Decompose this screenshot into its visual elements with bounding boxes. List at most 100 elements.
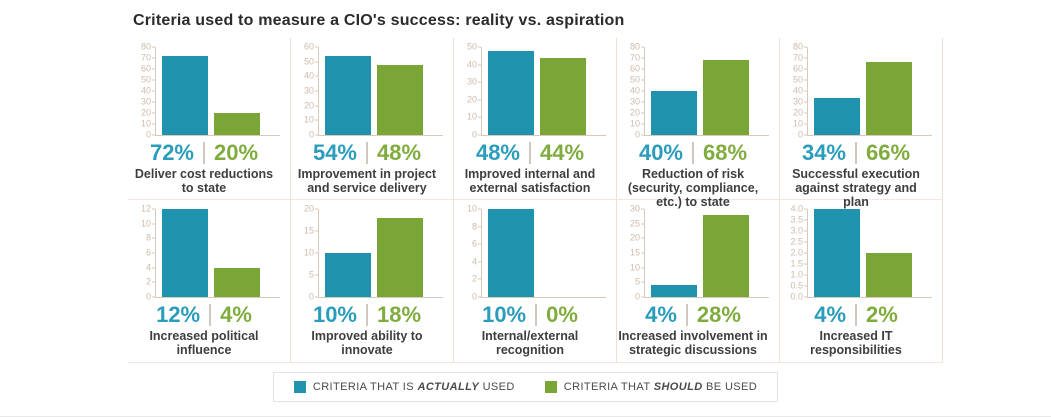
y-tick-label: 4.0 <box>790 204 807 214</box>
y-tick-label: 2.5 <box>790 237 807 247</box>
legend-label-actual-emphasis: ACTUALLY <box>417 381 480 393</box>
panel-caption: Increased IT responsibilities <box>810 329 902 357</box>
y-tick-label: 2.0 <box>790 248 807 258</box>
y-tick-label: 30 <box>304 86 318 96</box>
plot: 0 10 20 30 40 50 <box>454 42 606 139</box>
y-tick-label: 20 <box>304 101 318 110</box>
actual-value-label: 40% <box>638 139 683 165</box>
y-tick-label: 15 <box>630 248 644 258</box>
y-tick-label: 10 <box>141 119 155 129</box>
y-tick-label: 0 <box>146 292 155 302</box>
y-tick-label: 25 <box>630 219 644 228</box>
y-tick-label: 10 <box>304 115 318 125</box>
legend-label-actual: CRITERIA THAT IS ACTUALLY USED <box>313 381 515 393</box>
actual-bar <box>814 97 860 135</box>
y-tick-label: 30 <box>630 97 644 107</box>
y-tick-label: 10 <box>630 263 644 272</box>
y-tick-label: 20 <box>630 233 644 243</box>
y-tick-label: 2 <box>146 277 155 287</box>
should-bar <box>866 253 912 297</box>
actual-bar <box>488 209 534 297</box>
y-tick-label: 60 <box>141 64 155 74</box>
actual-bar <box>488 50 534 135</box>
y-axis-ticks: 0.0 0.5 1.0 1.5 2.0 2.5 3.0 3.5 4.0 <box>780 204 807 301</box>
y-tick-label: 0 <box>798 130 807 140</box>
y-tick-label: 0 <box>472 130 481 140</box>
value-separator <box>855 141 857 164</box>
value-labels: 48% 44% <box>454 140 606 165</box>
legend-label-should-emphasis: SHOULD <box>653 381 703 393</box>
should-value-label: 68% <box>703 139 748 165</box>
y-tick-label: 50 <box>793 75 807 85</box>
plot: 0 5 10 15 20 <box>291 204 443 301</box>
y-tick-label: 6 <box>146 248 155 258</box>
value-separator <box>692 141 694 164</box>
y-tick-label: 0 <box>472 292 481 302</box>
chart-panel: 0 5 10 15 20 25 30 4% 28% Increased involvemen… <box>617 200 780 362</box>
value-labels: 4% 28% <box>617 302 769 327</box>
should-value-label: 28% <box>696 301 741 327</box>
should-value-label: 4% <box>220 301 252 327</box>
actual-bar <box>162 209 208 297</box>
plot-area <box>481 47 606 136</box>
y-axis-ticks: 0 10 20 30 40 50 60 70 80 <box>128 42 155 139</box>
y-tick-label: 1.0 <box>790 270 807 280</box>
y-tick-label: 0 <box>309 292 318 302</box>
y-tick-label: 20 <box>304 204 318 214</box>
plot: 0 2 4 6 8 10 12 <box>128 204 280 301</box>
y-tick-label: 60 <box>304 42 318 52</box>
should-bar <box>214 267 260 297</box>
y-tick-label: 1.5 <box>790 259 807 269</box>
actual-value-label: 4% <box>814 301 846 327</box>
y-tick-label: 70 <box>793 53 807 63</box>
chart-panel: 0 2 4 6 8 10 10% 0% Internal/external recogni… <box>454 200 617 362</box>
value-separator <box>209 303 212 326</box>
y-tick-label: 15 <box>304 226 318 236</box>
y-tick-label: 50 <box>467 42 481 52</box>
actual-value-label: 4% <box>645 301 677 327</box>
chart-panel: 0 10 20 30 40 50 60 70 80 40% 68% Reduction of r… <box>617 38 780 208</box>
legend-item-actual: CRITERIA THAT IS ACTUALLY USED <box>293 381 515 393</box>
y-tick-label: 5 <box>309 270 318 280</box>
plot-area <box>644 209 769 298</box>
plot: 0 2 4 6 8 10 <box>454 204 606 301</box>
panel-caption: Deliver cost reductions to state <box>134 167 274 195</box>
y-tick-label: 30 <box>793 97 807 107</box>
value-separator <box>685 303 688 326</box>
panel-caption: Increased involvement in strategic discu… <box>618 329 768 357</box>
y-tick-label: 50 <box>630 75 644 85</box>
value-separator <box>366 141 368 164</box>
panel-caption: Improvement in project and service deliv… <box>297 167 437 195</box>
legend-swatch-should-icon <box>544 381 557 393</box>
should-value-label: 18% <box>377 301 422 327</box>
panel-caption: Successful execution against strategy an… <box>792 167 920 209</box>
plot-area <box>318 209 443 298</box>
actual-value-label: 10% <box>312 301 357 327</box>
y-axis-ticks: 0 10 20 30 40 50 60 70 80 <box>617 42 644 139</box>
y-tick-label: 30 <box>630 204 644 214</box>
panel-caption: Increased political influence <box>149 329 259 357</box>
y-tick-label: 10 <box>467 204 481 214</box>
chart-panel: 0.0 0.5 1.0 1.5 2.0 2.5 3.0 3.5 4.0 4% 2% Increa… <box>780 200 943 362</box>
panel-caption: Improved internal and external satisfact… <box>464 167 596 195</box>
should-bar <box>866 62 912 135</box>
plot-area <box>644 47 769 136</box>
actual-value-label: 12% <box>156 301 201 327</box>
actual-bar <box>651 91 697 135</box>
y-tick-label: 20 <box>141 108 155 118</box>
should-value-label: 2% <box>866 301 898 327</box>
plot: 0 10 20 30 40 50 60 70 80 <box>617 42 769 139</box>
actual-value-label: 34% <box>801 139 846 165</box>
should-value-label: 66% <box>866 139 911 165</box>
value-labels: 10% 0% <box>454 302 606 327</box>
plot-area <box>807 47 932 136</box>
plot: 0 5 10 15 20 25 30 <box>617 204 769 301</box>
value-separator <box>203 141 205 164</box>
value-labels: 4% 2% <box>780 302 932 327</box>
value-labels: 10% 18% <box>291 302 443 327</box>
y-tick-label: 30 <box>141 97 155 107</box>
y-tick-label: 12 <box>141 204 155 214</box>
y-tick-label: 8 <box>472 222 481 231</box>
y-tick-label: 10 <box>630 119 644 129</box>
y-tick-label: 40 <box>141 86 155 96</box>
